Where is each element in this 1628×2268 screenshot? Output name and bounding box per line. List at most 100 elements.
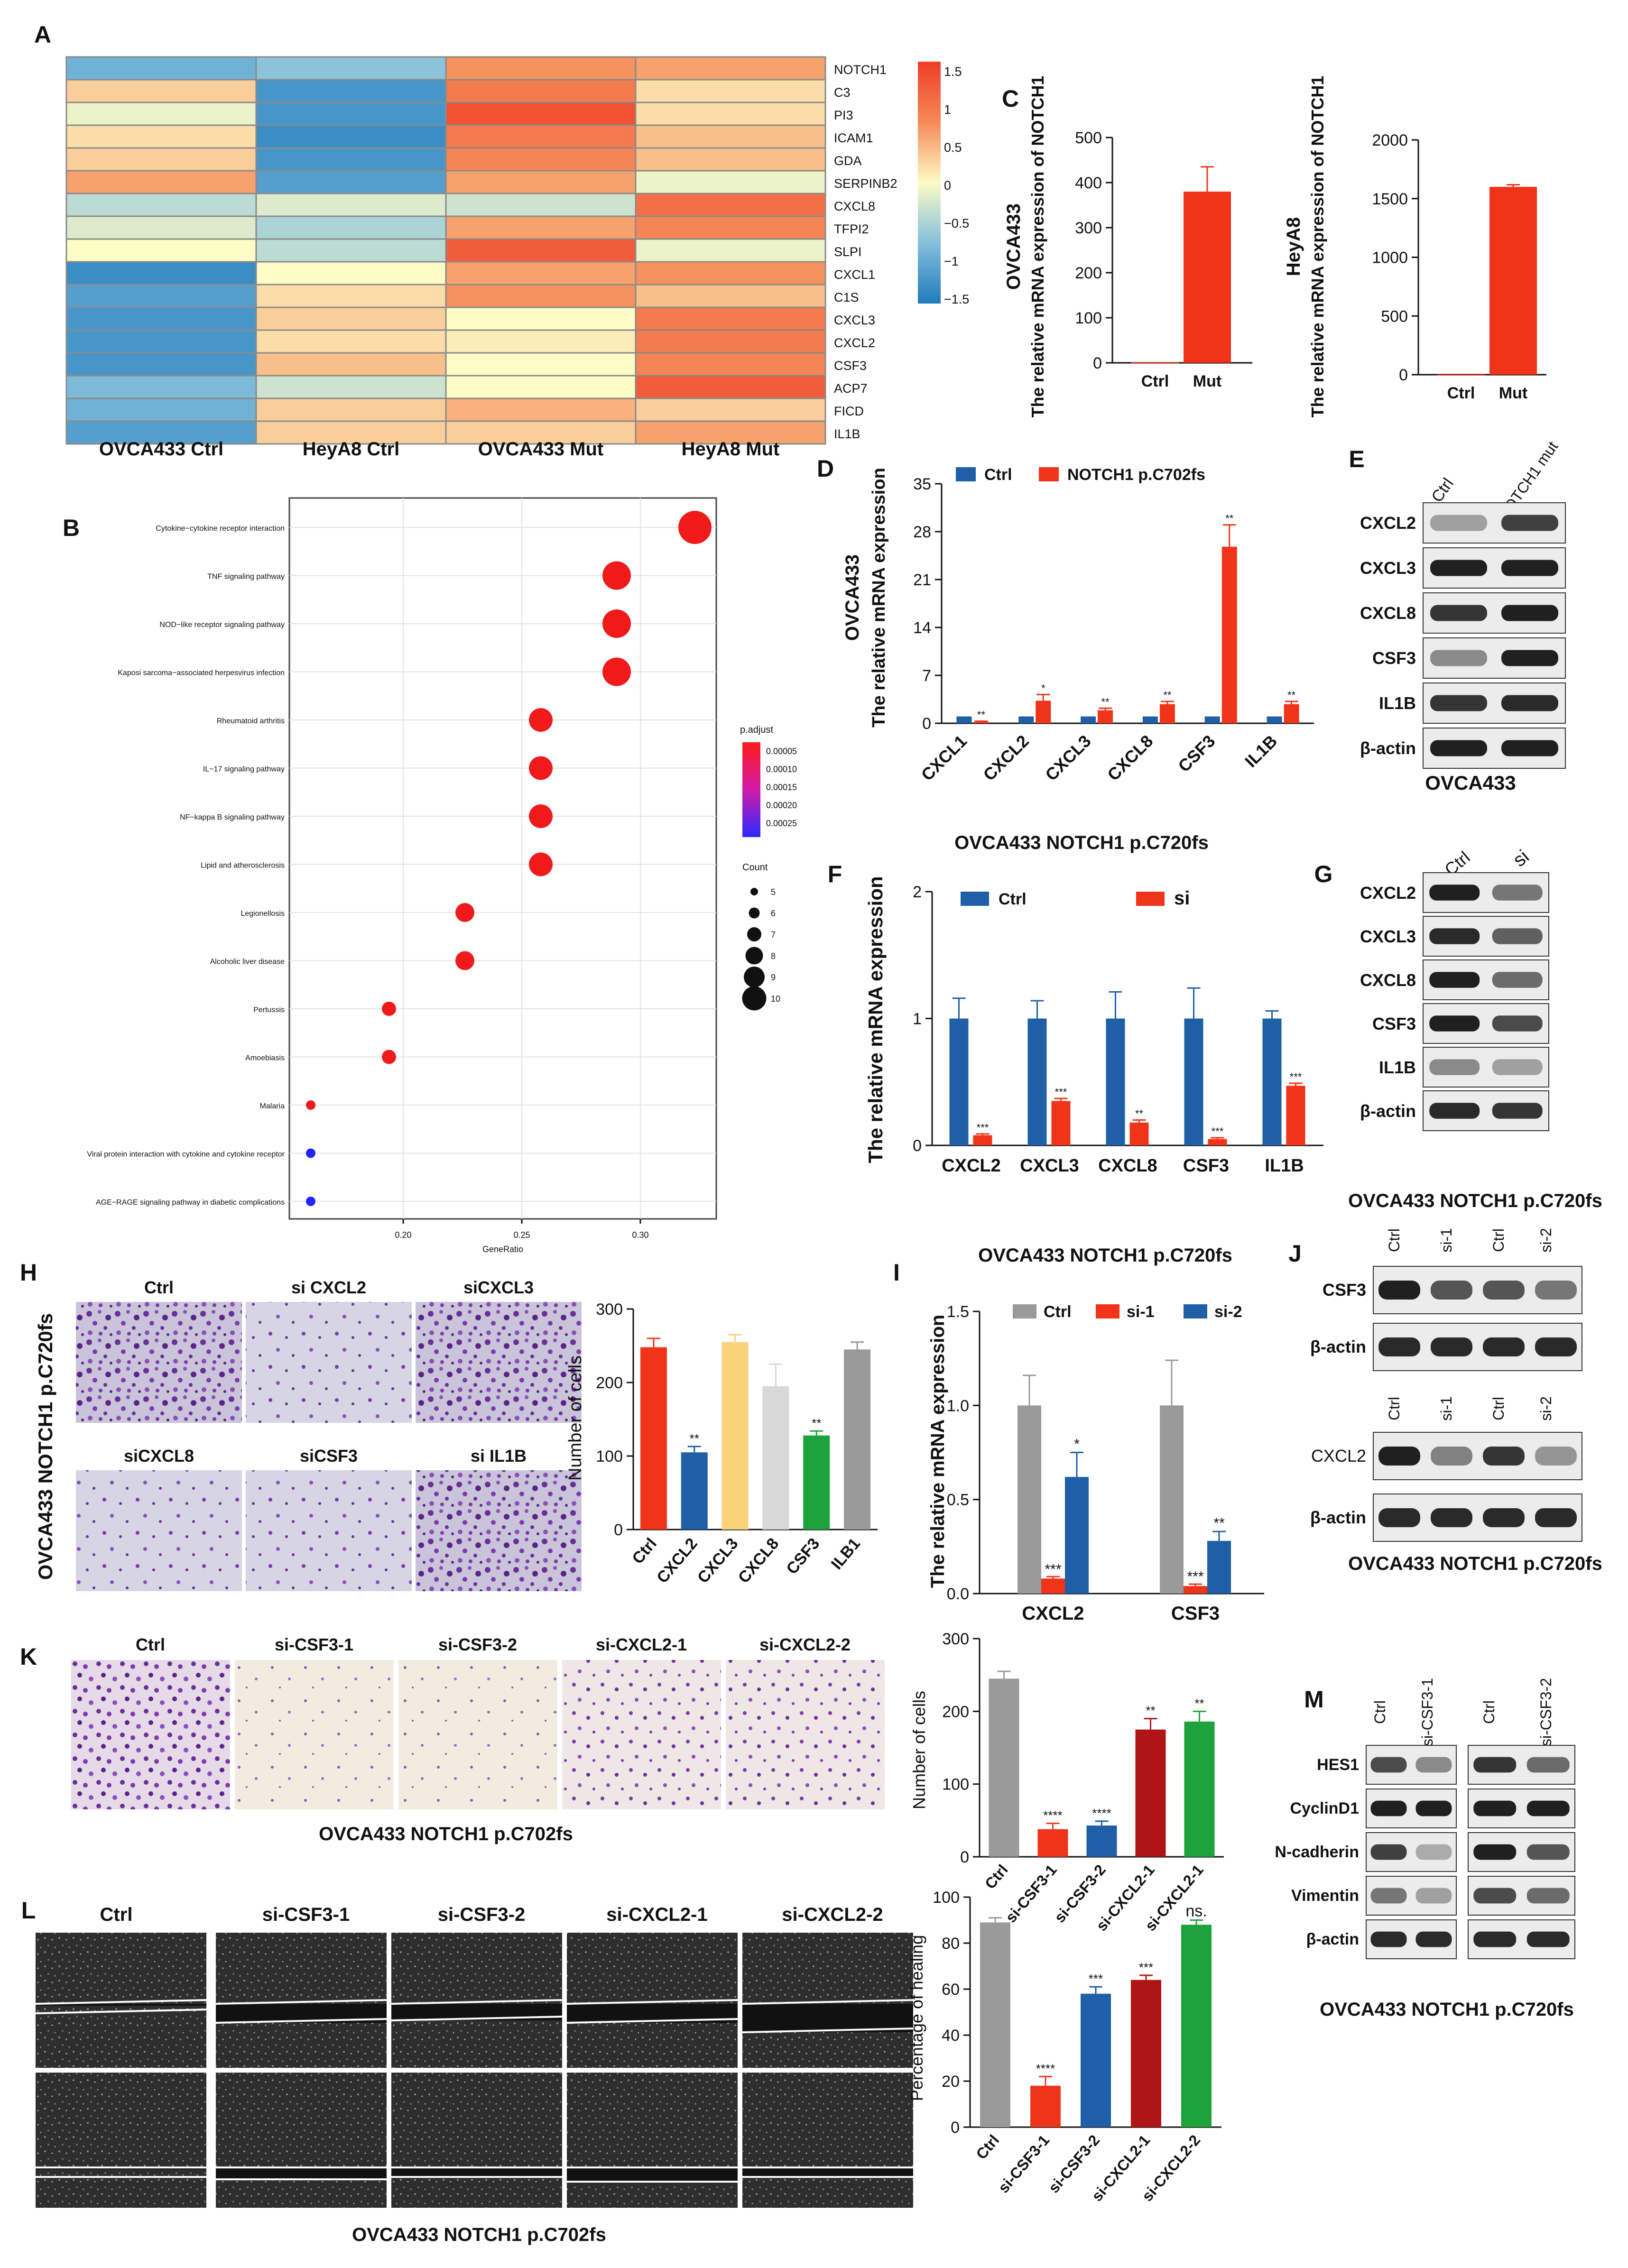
dotplot-frame <box>288 497 717 1220</box>
heatmap-gene-label: NOTCH1 <box>834 63 887 77</box>
blotJ-caption: OVCA433 NOTCH1 p.C720fs <box>1348 1553 1602 1574</box>
legend-count-label: 10 <box>771 994 780 1004</box>
dotplot-x-tick-label: 0.25 <box>513 1230 530 1240</box>
chartI-legend-swatch <box>1184 1304 1207 1318</box>
panel-label-J: J <box>1288 1240 1302 1267</box>
heatmap-cell <box>635 397 826 422</box>
blotJ-band <box>1378 1281 1420 1300</box>
blotE-row-label: β-actin <box>1360 738 1416 758</box>
chartK-bar <box>1037 1829 1068 1857</box>
legend-count-dot <box>744 967 765 987</box>
chartH-bar <box>762 1386 789 1530</box>
heatmap-cell <box>635 420 826 445</box>
wound-gap <box>36 2004 206 2006</box>
blotM-lane-label: si-CSF3-2 <box>1537 1678 1554 1746</box>
blotJ-lane-label: si-1 <box>1438 1396 1455 1421</box>
panel-label-M: M <box>1304 1686 1324 1713</box>
chartL-significance: *** <box>1089 1972 1103 1986</box>
wound-image-title: si-CXCL2-2 <box>782 1904 883 1925</box>
legend-count-dot <box>742 986 767 1011</box>
chartD-significance: ** <box>1163 689 1172 701</box>
chartI-bar-si1 <box>1184 1586 1207 1594</box>
dotplot-term-label: NOD−like receptor signaling pathway <box>159 621 285 629</box>
heatmap-column-label: HeyA8 Ctrl <box>303 439 400 460</box>
chartH-x-tick-label: CSF3 <box>783 1535 823 1578</box>
chartL-y-tick-label: 100 <box>933 1889 960 1907</box>
wound-edge-line <box>35 1999 207 2005</box>
micrograph-title: siCXCL3 <box>463 1278 534 1297</box>
chartF-legend-ctrl-label: Ctrl <box>999 890 1027 908</box>
dotplot-point <box>602 657 631 686</box>
blotG-band <box>1429 885 1480 901</box>
heatmap-cell <box>255 147 447 172</box>
blotM-lane-label: si-CSF3-1 <box>1419 1678 1436 1746</box>
chartH-x-tick-label: ILB1 <box>828 1535 864 1573</box>
panel-label-A: A <box>34 21 51 48</box>
wound-gap <box>742 2004 913 2032</box>
chartF-y-axis-title: The relative mRNA expression <box>864 876 887 1163</box>
heatmap-cell <box>255 375 447 399</box>
chartL-y-tick-label: 60 <box>942 1981 960 1999</box>
chartF-x-tick-label: CXCL8 <box>1098 1156 1157 1176</box>
chartI-y-tick-label: 1.5 <box>947 1303 969 1321</box>
blotM-band <box>1473 1844 1517 1860</box>
chartF-significance: ** <box>1135 1108 1144 1120</box>
blotG-frame <box>1423 1047 1549 1088</box>
chartH-bar <box>803 1435 830 1530</box>
heatmap-cell <box>65 284 257 308</box>
micrograph-image <box>246 1470 412 1591</box>
chartL-bar <box>1030 2085 1061 2127</box>
blotE-lane-label: Ctrl <box>1428 475 1457 506</box>
dotplot-x-axis-title: GeneRatio <box>482 1245 523 1254</box>
legend-padj-tick: 0.00025 <box>766 819 797 828</box>
wound-edge-line <box>215 1999 387 2005</box>
chartD-bar-ctrl <box>1142 716 1158 723</box>
chartC1-y-tick-label: 500 <box>1381 307 1408 325</box>
chartC0-y-axis-title: The relative mRNA expression of NOTCH1 <box>1028 76 1047 418</box>
wound-edge-line <box>35 2009 207 2014</box>
wound-image <box>216 2073 387 2208</box>
dotplot-term-label: AGE−RAGE signaling pathway in diabetic c… <box>96 1199 285 1207</box>
heatmap-cell <box>445 329 637 354</box>
blotM-band <box>1415 1931 1452 1947</box>
blotG-row-label: CXCL2 <box>1360 883 1416 903</box>
blotG-band <box>1492 928 1543 944</box>
heatmap-cell <box>255 420 447 445</box>
wound-edge-line <box>742 2028 914 2033</box>
heatmap-column-label: OVCA433 Mut <box>478 439 604 460</box>
chartK-significance: ** <box>1194 1696 1204 1710</box>
dotplot-term-label: NF−kappa B signaling pathway <box>180 813 285 821</box>
blotE-band <box>1430 650 1487 666</box>
chartL-bar <box>980 1922 1010 2127</box>
blotJ-band <box>1431 1447 1472 1466</box>
blotM-band <box>1526 1888 1570 1904</box>
chartF-x-tick-label: IL1B <box>1265 1156 1304 1176</box>
chartK-significance: **** <box>1092 1806 1111 1820</box>
panel-label-G: G <box>1314 861 1333 887</box>
chartH-y-axis-title: Number of cells <box>565 1355 585 1481</box>
wound-image <box>391 2073 562 2208</box>
chartC1-y-axis-title: The relative mRNA expression of NOTCH1 <box>1308 76 1327 418</box>
blotE-row-label: IL1B <box>1379 693 1416 713</box>
chartI-y-tick-label: 0.5 <box>947 1491 969 1509</box>
micrograph-title: si-CSF3-1 <box>275 1635 353 1654</box>
chartD-significance: ** <box>1225 513 1234 525</box>
blotJ-band <box>1483 1447 1525 1466</box>
colorbar-tick-label: 1 <box>944 102 951 117</box>
chartC1-bar <box>1489 187 1537 375</box>
blotJ-lane-label: Ctrl <box>1386 1397 1403 1420</box>
chartF-y-tick-label: 0 <box>913 1137 922 1155</box>
legend-padj-tick: 0.00015 <box>766 783 797 792</box>
dotplot-point <box>678 511 712 544</box>
chartL-x-tick-label: si-CSF3-1 <box>995 2131 1053 2196</box>
wound-gap <box>216 2167 387 2179</box>
heatmap-cell <box>635 215 826 240</box>
legend-padj-tick: 0.00020 <box>766 801 797 810</box>
chartI-bar-si2 <box>1065 1477 1089 1594</box>
heatmap-cell <box>635 306 826 331</box>
dotplot-term-label: Amoebiasis <box>245 1054 285 1062</box>
chartK-x-tick-label: Ctrl <box>981 1861 1011 1892</box>
chartD-bar-mut <box>1098 710 1113 723</box>
chartC0-title: OVCA433 <box>1003 203 1024 290</box>
